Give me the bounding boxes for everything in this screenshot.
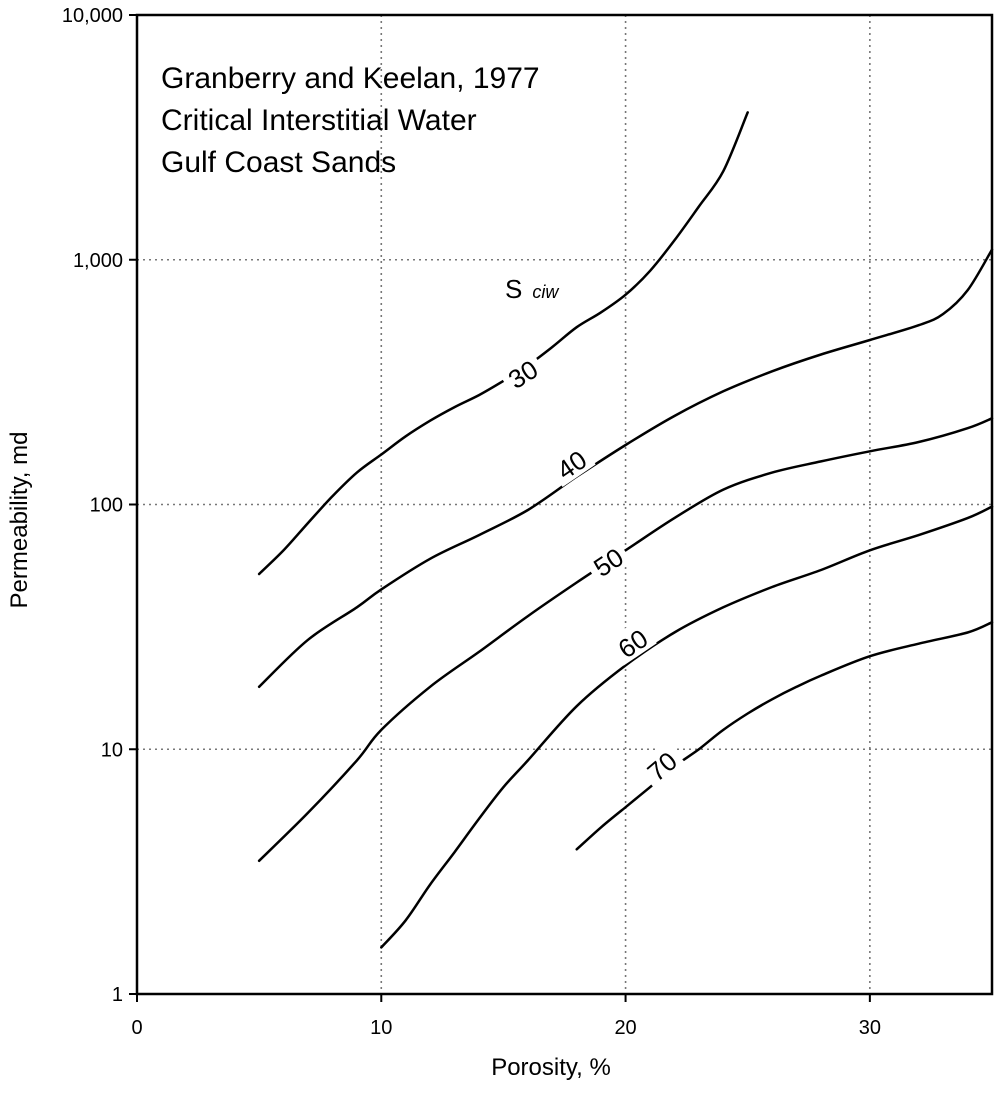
sciw-curve-60 [380, 505, 994, 949]
parameter-label-sub: ciw [532, 282, 559, 302]
y-tick-label: 100 [90, 495, 123, 517]
ticks: 0 10 20 30 1 10 100 1,000 10,000 [62, 5, 881, 1039]
sciw-curve-40 [257, 248, 994, 689]
x-axis-title: Porosity, % [491, 1054, 611, 1081]
y-tick-label: 10 [101, 739, 123, 761]
curve-label-mask [545, 439, 596, 488]
y-tick-label: 10,000 [62, 5, 123, 27]
sciw-curve-30 [257, 111, 749, 576]
parameter-label-main: S [505, 274, 522, 304]
curve-label-mask [606, 618, 657, 666]
x-tick-label: 30 [859, 1017, 881, 1039]
x-tick-label: 10 [370, 1017, 392, 1039]
y-axis-title: Permeability, md [6, 432, 33, 609]
curve-label-mask [635, 740, 686, 790]
grid [137, 15, 992, 994]
y-tick-label: 1 [112, 984, 123, 1006]
parameter-label: S ciw [505, 274, 559, 304]
annotation-line-2: Critical Interstitial Water [161, 104, 477, 137]
y-tick-label: 1,000 [73, 250, 123, 272]
curve-label-70: 70 [641, 746, 682, 788]
annotation-line-3: Gulf Coast Sands [161, 146, 396, 179]
curve-label-mask [582, 537, 633, 585]
sciw-curve-70 [575, 621, 994, 851]
annotation-line-1: Granberry and Keelan, 1977 [161, 62, 540, 95]
x-tick-label: 0 [131, 1017, 142, 1039]
x-tick-label: 20 [614, 1017, 636, 1039]
curve-label-mask [497, 349, 547, 397]
